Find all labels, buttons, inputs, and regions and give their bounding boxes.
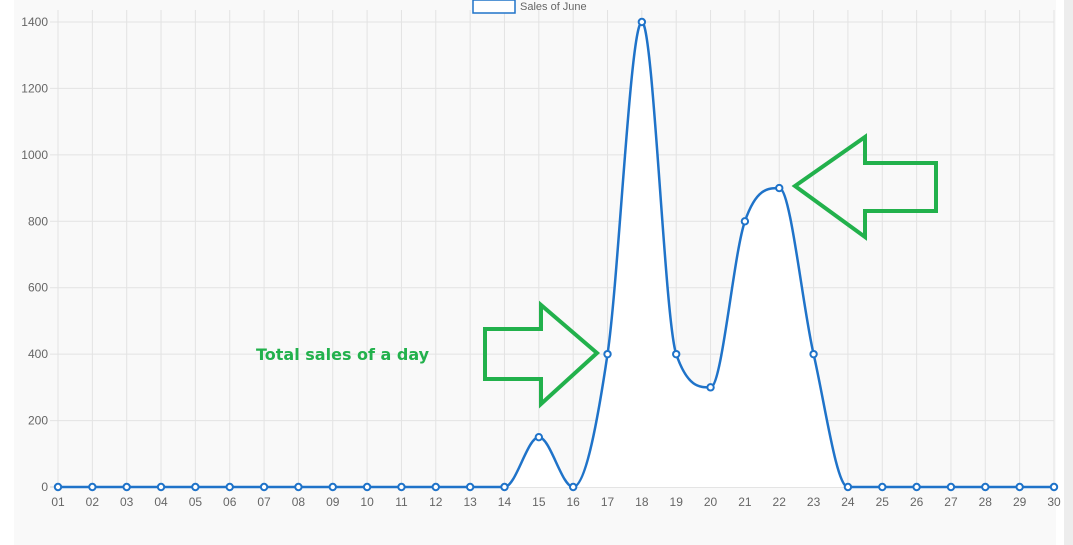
legend-swatch-icon[interactable] [472,0,516,14]
data-point[interactable] [362,482,372,492]
data-point[interactable] [156,482,166,492]
x-tick-label: 24 [841,495,855,509]
data-point[interactable] [534,432,544,442]
y-axis: 0 200 400 600 800 1000 1200 1400 [21,15,48,494]
x-tick-label: 17 [601,495,615,509]
x-tick-label: 27 [944,495,958,509]
data-point[interactable] [122,482,131,492]
right-arrow-icon [483,300,601,409]
y-tick-label: 600 [28,281,48,295]
x-tick-label: 22 [773,495,787,509]
x-tick-label: 29 [1013,495,1027,509]
x-tick-label: 07 [257,495,271,509]
annotation-text: Total sales of a day [256,345,430,364]
data-point[interactable] [706,383,715,392]
x-tick-label: 05 [189,495,203,509]
series-area-fill [58,22,1054,487]
x-tick-label: 20 [704,495,718,509]
x-tick-label: 13 [463,495,477,509]
data-point[interactable] [191,482,200,492]
data-point[interactable] [603,349,612,359]
x-tick-label: 12 [429,495,443,509]
data-point[interactable] [53,482,63,492]
y-tick-label: 1000 [21,148,48,162]
x-tick-label: 03 [120,495,134,509]
data-point[interactable] [740,217,750,226]
x-tick-label: 10 [360,495,374,509]
data-point[interactable] [328,482,337,492]
x-tick-label: 14 [498,495,512,509]
data-point[interactable] [912,482,921,492]
data-point[interactable] [775,183,784,193]
x-tick-label: 18 [635,495,649,509]
data-point[interactable] [465,482,475,492]
x-tick-label: 09 [326,495,340,509]
x-tick-label: 08 [292,495,306,509]
data-point[interactable] [259,482,269,492]
x-tick-label: 19 [670,495,684,509]
data-point[interactable] [981,482,990,492]
data-point[interactable] [431,482,440,492]
x-tick-label: 11 [395,495,408,509]
x-tick-label: 26 [910,495,924,509]
data-point[interactable] [88,482,97,492]
y-tick-label: 800 [28,214,48,228]
data-point[interactable] [294,482,303,492]
data-point[interactable] [809,349,818,359]
y-tick-label: 0 [41,480,48,494]
x-tick-label: 23 [807,495,821,509]
data-point[interactable] [397,482,406,492]
right-scrollbar-edge [1064,0,1073,545]
data-point[interactable] [1015,482,1024,492]
data-point[interactable] [878,482,887,492]
annotation-layer: Total sales of a day [256,133,938,409]
x-tick-label: 25 [876,495,890,509]
x-tick-label: 04 [154,495,168,509]
y-tick-label: 1400 [21,15,48,29]
x-tick-label: 02 [86,495,100,509]
x-tick-label: 01 [51,495,65,509]
data-point[interactable] [568,482,578,492]
x-tick-label: 28 [979,495,993,509]
x-tick-label: 06 [223,495,237,509]
series-points [53,17,1059,492]
data-point[interactable] [637,17,647,27]
x-tick-label: 15 [532,495,546,509]
data-point[interactable] [843,482,853,492]
y-tick-label: 1200 [21,81,48,95]
data-point[interactable] [225,482,234,492]
x-tick-label: 21 [738,495,752,509]
data-point[interactable] [500,482,509,492]
x-tick-label: 30 [1047,495,1061,509]
data-point[interactable] [672,349,681,359]
legend[interactable]: Sales of June [472,0,587,14]
y-tick-label: 400 [28,347,48,361]
data-point[interactable] [946,482,956,492]
legend-label[interactable]: Sales of June [520,1,587,13]
data-point[interactable] [1049,482,1059,492]
left-arrow-icon [791,133,938,241]
x-tick-label: 16 [566,495,580,509]
y-tick-label: 200 [28,414,48,428]
